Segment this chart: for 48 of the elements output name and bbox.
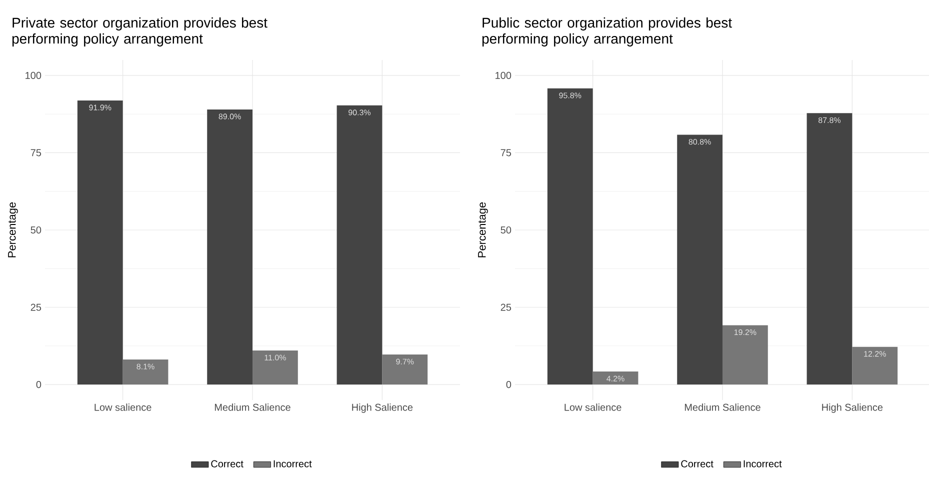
y-tick-label: 0 xyxy=(506,380,512,388)
bar xyxy=(77,100,123,385)
bar xyxy=(336,105,382,385)
y-tick-label: 50 xyxy=(30,226,42,234)
legend-label: Incorrect xyxy=(274,460,312,468)
data-label: 80.8% xyxy=(688,138,711,145)
chart-title: Public sector organization provides best performing policy arrangement xyxy=(482,17,732,46)
bar xyxy=(677,134,722,385)
data-label: 4.2% xyxy=(606,376,624,382)
chart-title: Private sector organization provides best performing policy arrangement xyxy=(12,17,268,46)
legend-label: Incorrect xyxy=(744,460,782,468)
bar xyxy=(852,346,898,385)
y-tick-label: 50 xyxy=(500,226,512,234)
bar xyxy=(722,325,768,385)
x-tick-label: Medium Salience xyxy=(684,404,760,411)
x-tick-label: Low salience xyxy=(564,404,622,411)
y-tick-label: 100 xyxy=(496,72,512,79)
x-tick-label: Low salience xyxy=(94,404,152,411)
y-tick-label: 75 xyxy=(30,149,42,156)
x-tick-label: Medium Salience xyxy=(214,404,290,411)
y-axis-title: Percentage xyxy=(478,202,488,258)
bar xyxy=(806,113,852,385)
legend-label: Correct xyxy=(681,460,714,468)
data-label: 12.2% xyxy=(864,351,886,357)
y-tick-label: 75 xyxy=(500,149,512,156)
y-tick-label: 100 xyxy=(26,72,42,79)
bar xyxy=(592,372,638,385)
x-tick-label: High Salience xyxy=(352,404,413,413)
x-tick-label: High Salience xyxy=(822,404,883,413)
data-label: 19.2% xyxy=(734,329,756,336)
data-label: 90.3% xyxy=(348,110,371,116)
bar xyxy=(382,354,428,385)
data-label: 9.7% xyxy=(396,358,414,364)
data-label: 95.8% xyxy=(559,92,582,98)
data-label: 11.0% xyxy=(264,354,286,360)
legend-label: Correct xyxy=(211,460,244,468)
data-label: 87.8% xyxy=(818,117,841,124)
bar xyxy=(122,360,168,385)
bar xyxy=(252,350,298,385)
y-tick-label: 0 xyxy=(36,380,42,388)
data-label: 8.1% xyxy=(136,364,154,370)
y-tick-label: 25 xyxy=(30,304,42,311)
y-tick-label: 25 xyxy=(500,304,512,311)
data-label: 89.0% xyxy=(218,114,241,120)
bar xyxy=(207,109,253,385)
bar xyxy=(547,88,593,385)
y-axis-title: Percentage xyxy=(8,202,18,258)
data-label: 91.9% xyxy=(89,104,112,110)
